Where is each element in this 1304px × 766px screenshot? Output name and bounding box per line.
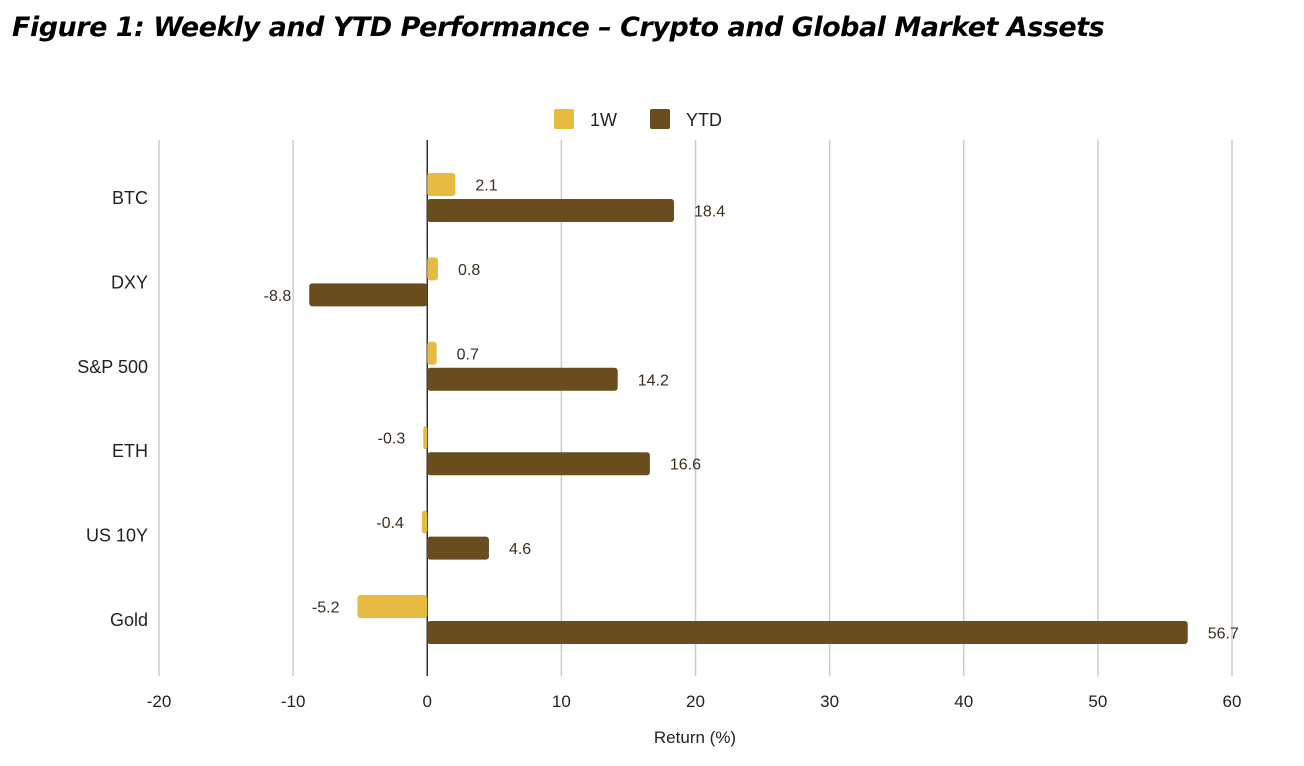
chart-title: Figure 1: Weekly and YTD Performance – C… <box>12 12 1105 43</box>
bar-ytd-gold <box>427 621 1188 644</box>
legend-swatch-1w <box>554 109 574 129</box>
data-label: 4.6 <box>509 541 531 558</box>
category-label: US 10Y <box>86 526 148 546</box>
x-tick-label: 40 <box>954 692 973 711</box>
bar-1w-s-p-500 <box>427 341 437 365</box>
x-tick-label: 20 <box>686 692 705 711</box>
category-label: BTC <box>112 188 148 208</box>
x-axis-label: Return (%) <box>654 728 736 747</box>
data-label: -0.3 <box>378 431 406 448</box>
x-tick-label: -10 <box>281 692 306 711</box>
data-label: 0.8 <box>458 262 480 279</box>
x-tick-label: 10 <box>552 692 571 711</box>
category-label: ETH <box>112 441 148 461</box>
legend-swatch-ytd <box>650 109 670 129</box>
x-tick-label: 30 <box>820 692 839 711</box>
data-label: 56.7 <box>1208 626 1239 643</box>
x-tick-label: 0 <box>423 692 432 711</box>
bar-1w-us-10y <box>421 510 428 534</box>
category-label: Gold <box>110 610 148 630</box>
bar-1w-btc <box>427 173 456 196</box>
bar-1w-gold <box>357 595 428 618</box>
bar-1w-eth <box>423 426 428 450</box>
bar-1w-dxy <box>427 257 438 281</box>
bar-ytd-us-10y <box>427 536 489 560</box>
x-tick-label: -20 <box>147 692 172 711</box>
data-label: 16.6 <box>670 457 701 474</box>
data-label: 14.2 <box>638 372 669 389</box>
data-label: 18.4 <box>694 204 725 221</box>
bar-ytd-dxy <box>309 283 428 307</box>
x-tick-label: 60 <box>1223 692 1242 711</box>
data-label: 2.1 <box>475 178 497 195</box>
bar-ytd-btc <box>427 199 675 222</box>
bar-ytd-s-p-500 <box>427 367 618 391</box>
data-label: 0.7 <box>457 346 479 363</box>
data-label: -5.2 <box>312 600 340 617</box>
data-label: -8.8 <box>264 288 292 305</box>
legend-label-1w: 1W <box>590 110 617 130</box>
category-label: S&P 500 <box>77 357 148 377</box>
bar-ytd-eth <box>427 452 650 476</box>
x-tick-label: 50 <box>1088 692 1107 711</box>
category-label: DXY <box>111 272 148 292</box>
data-label: -0.4 <box>376 515 404 532</box>
legend-label-ytd: YTD <box>686 110 722 130</box>
